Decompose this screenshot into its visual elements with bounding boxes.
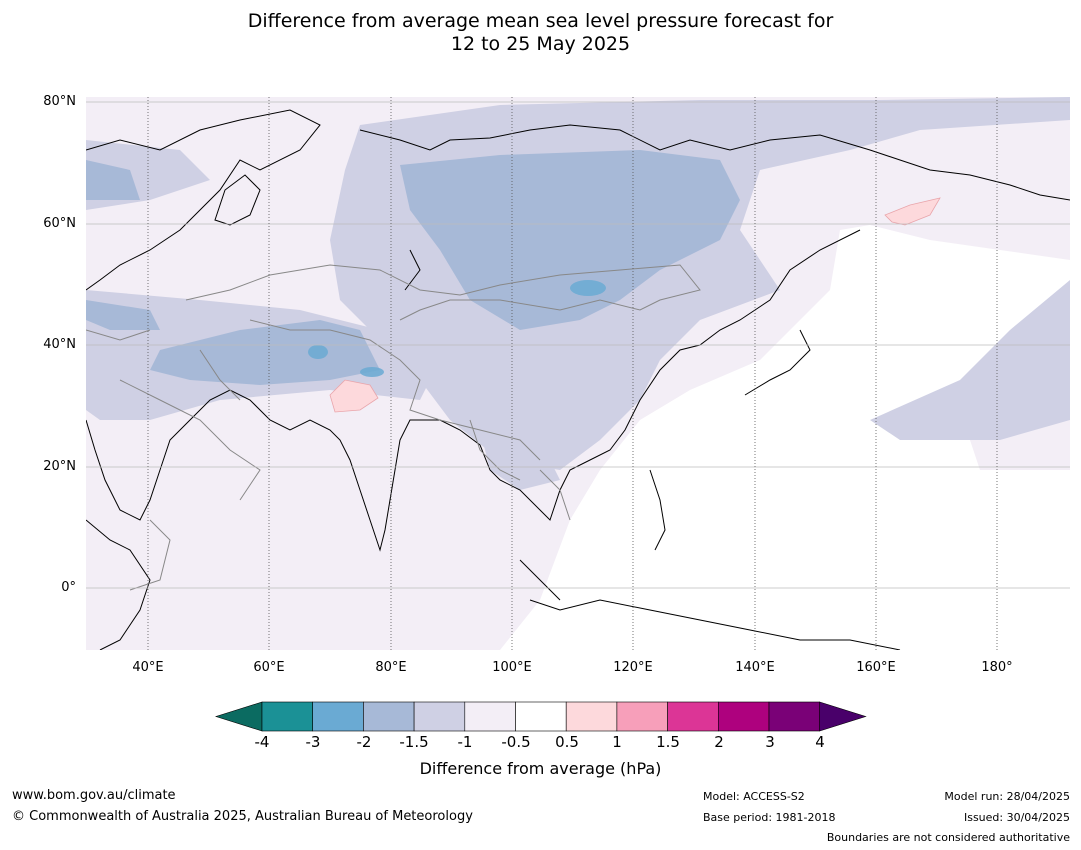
- colorbar-swatch: [413, 701, 466, 732]
- colorbar-tick-label: 1: [612, 733, 622, 751]
- map-area: [86, 97, 1070, 650]
- colorbar-tick-label: 0.5: [555, 733, 579, 751]
- footer-url-link[interactable]: www.bom.gov.au/climate: [12, 788, 176, 803]
- colorbar-extend-min: [215, 701, 263, 732]
- lon-label-100e: 100°E: [492, 660, 532, 675]
- colorbar-tick-label: -4: [254, 733, 270, 751]
- lon-label-120e: 120°E: [613, 660, 653, 675]
- colorbar-swatch: [261, 701, 314, 732]
- title-line-1: Difference from average mean sea level p…: [247, 10, 834, 32]
- graticule: [86, 97, 1070, 650]
- lon-label-160e: 160°E: [856, 660, 896, 675]
- colorbar-extend-max: [819, 701, 867, 732]
- colorbar-swatch: [768, 701, 821, 732]
- colorbar-swatch: [515, 701, 567, 732]
- lat-label-20n: 20°N: [43, 459, 76, 474]
- footer-disclaimer: Boundaries are not considered authoritat…: [826, 831, 1070, 844]
- lat-label-0: 0°: [61, 580, 76, 595]
- colorbar-tick-label: -3: [305, 733, 321, 751]
- footer-copyright: © Commonwealth of Australia 2025, Austra…: [12, 809, 473, 824]
- footer-base-period: Base period: 1981-2018: [703, 811, 836, 824]
- colorbar-tick-label: 2: [714, 733, 724, 751]
- latitude-gridlines: [86, 101, 1070, 589]
- anomaly-very-strong-negative-region: [308, 280, 606, 377]
- colorbar-tick-label: 4: [815, 733, 825, 751]
- colorbar-tick-label: 1.5: [656, 733, 680, 751]
- colorbar-swatch: [363, 701, 415, 732]
- lon-label-60e: 60°E: [253, 660, 285, 675]
- colorbar-swatch: [565, 701, 618, 732]
- anomaly-weak-positive-region: [329, 197, 941, 413]
- colorbar-swatch: [717, 701, 770, 732]
- lon-label-140e: 140°E: [735, 660, 775, 675]
- colorbar-swatch: [464, 701, 516, 732]
- colorbar-swatch: [667, 701, 719, 732]
- colorbar-tick-label: -1.5: [399, 733, 429, 751]
- country-borders: [86, 264, 701, 591]
- coastlines: [86, 109, 1070, 650]
- longitude-gridlines: [147, 97, 998, 650]
- colorbar-tick-label: -1: [457, 733, 473, 751]
- lon-label-40e: 40°E: [132, 660, 164, 675]
- pressure-anomaly-map: [86, 97, 1070, 650]
- lat-label-60n: 60°N: [43, 216, 76, 231]
- footer-model-run: Model run: 28/04/2025: [944, 790, 1070, 803]
- lon-label-80e: 80°E: [375, 660, 407, 675]
- lat-label-80n: 80°N: [43, 94, 76, 109]
- lon-label-180: 180°: [981, 660, 1013, 675]
- colorbar-tick-label: -0.5: [501, 733, 531, 751]
- colorbar-title: Difference from average (hPa): [419, 759, 662, 778]
- title-line-2: 12 to 25 May 2025: [450, 33, 631, 55]
- colorbar-tick-label: 3: [765, 733, 775, 751]
- colorbar-tick-label: -2: [356, 733, 372, 751]
- lat-label-40n: 40°N: [43, 337, 76, 352]
- colorbar-swatch: [312, 701, 364, 732]
- footer-model: Model: ACCESS-S2: [703, 790, 805, 803]
- anomaly-strong-negative-region: [86, 150, 740, 385]
- colorbar-swatch: [616, 701, 668, 732]
- footer-issued: Issued: 30/04/2025: [963, 811, 1070, 824]
- chart-title: Difference from average mean sea level p…: [0, 10, 1081, 56]
- colorbar-swatches: [215, 701, 867, 732]
